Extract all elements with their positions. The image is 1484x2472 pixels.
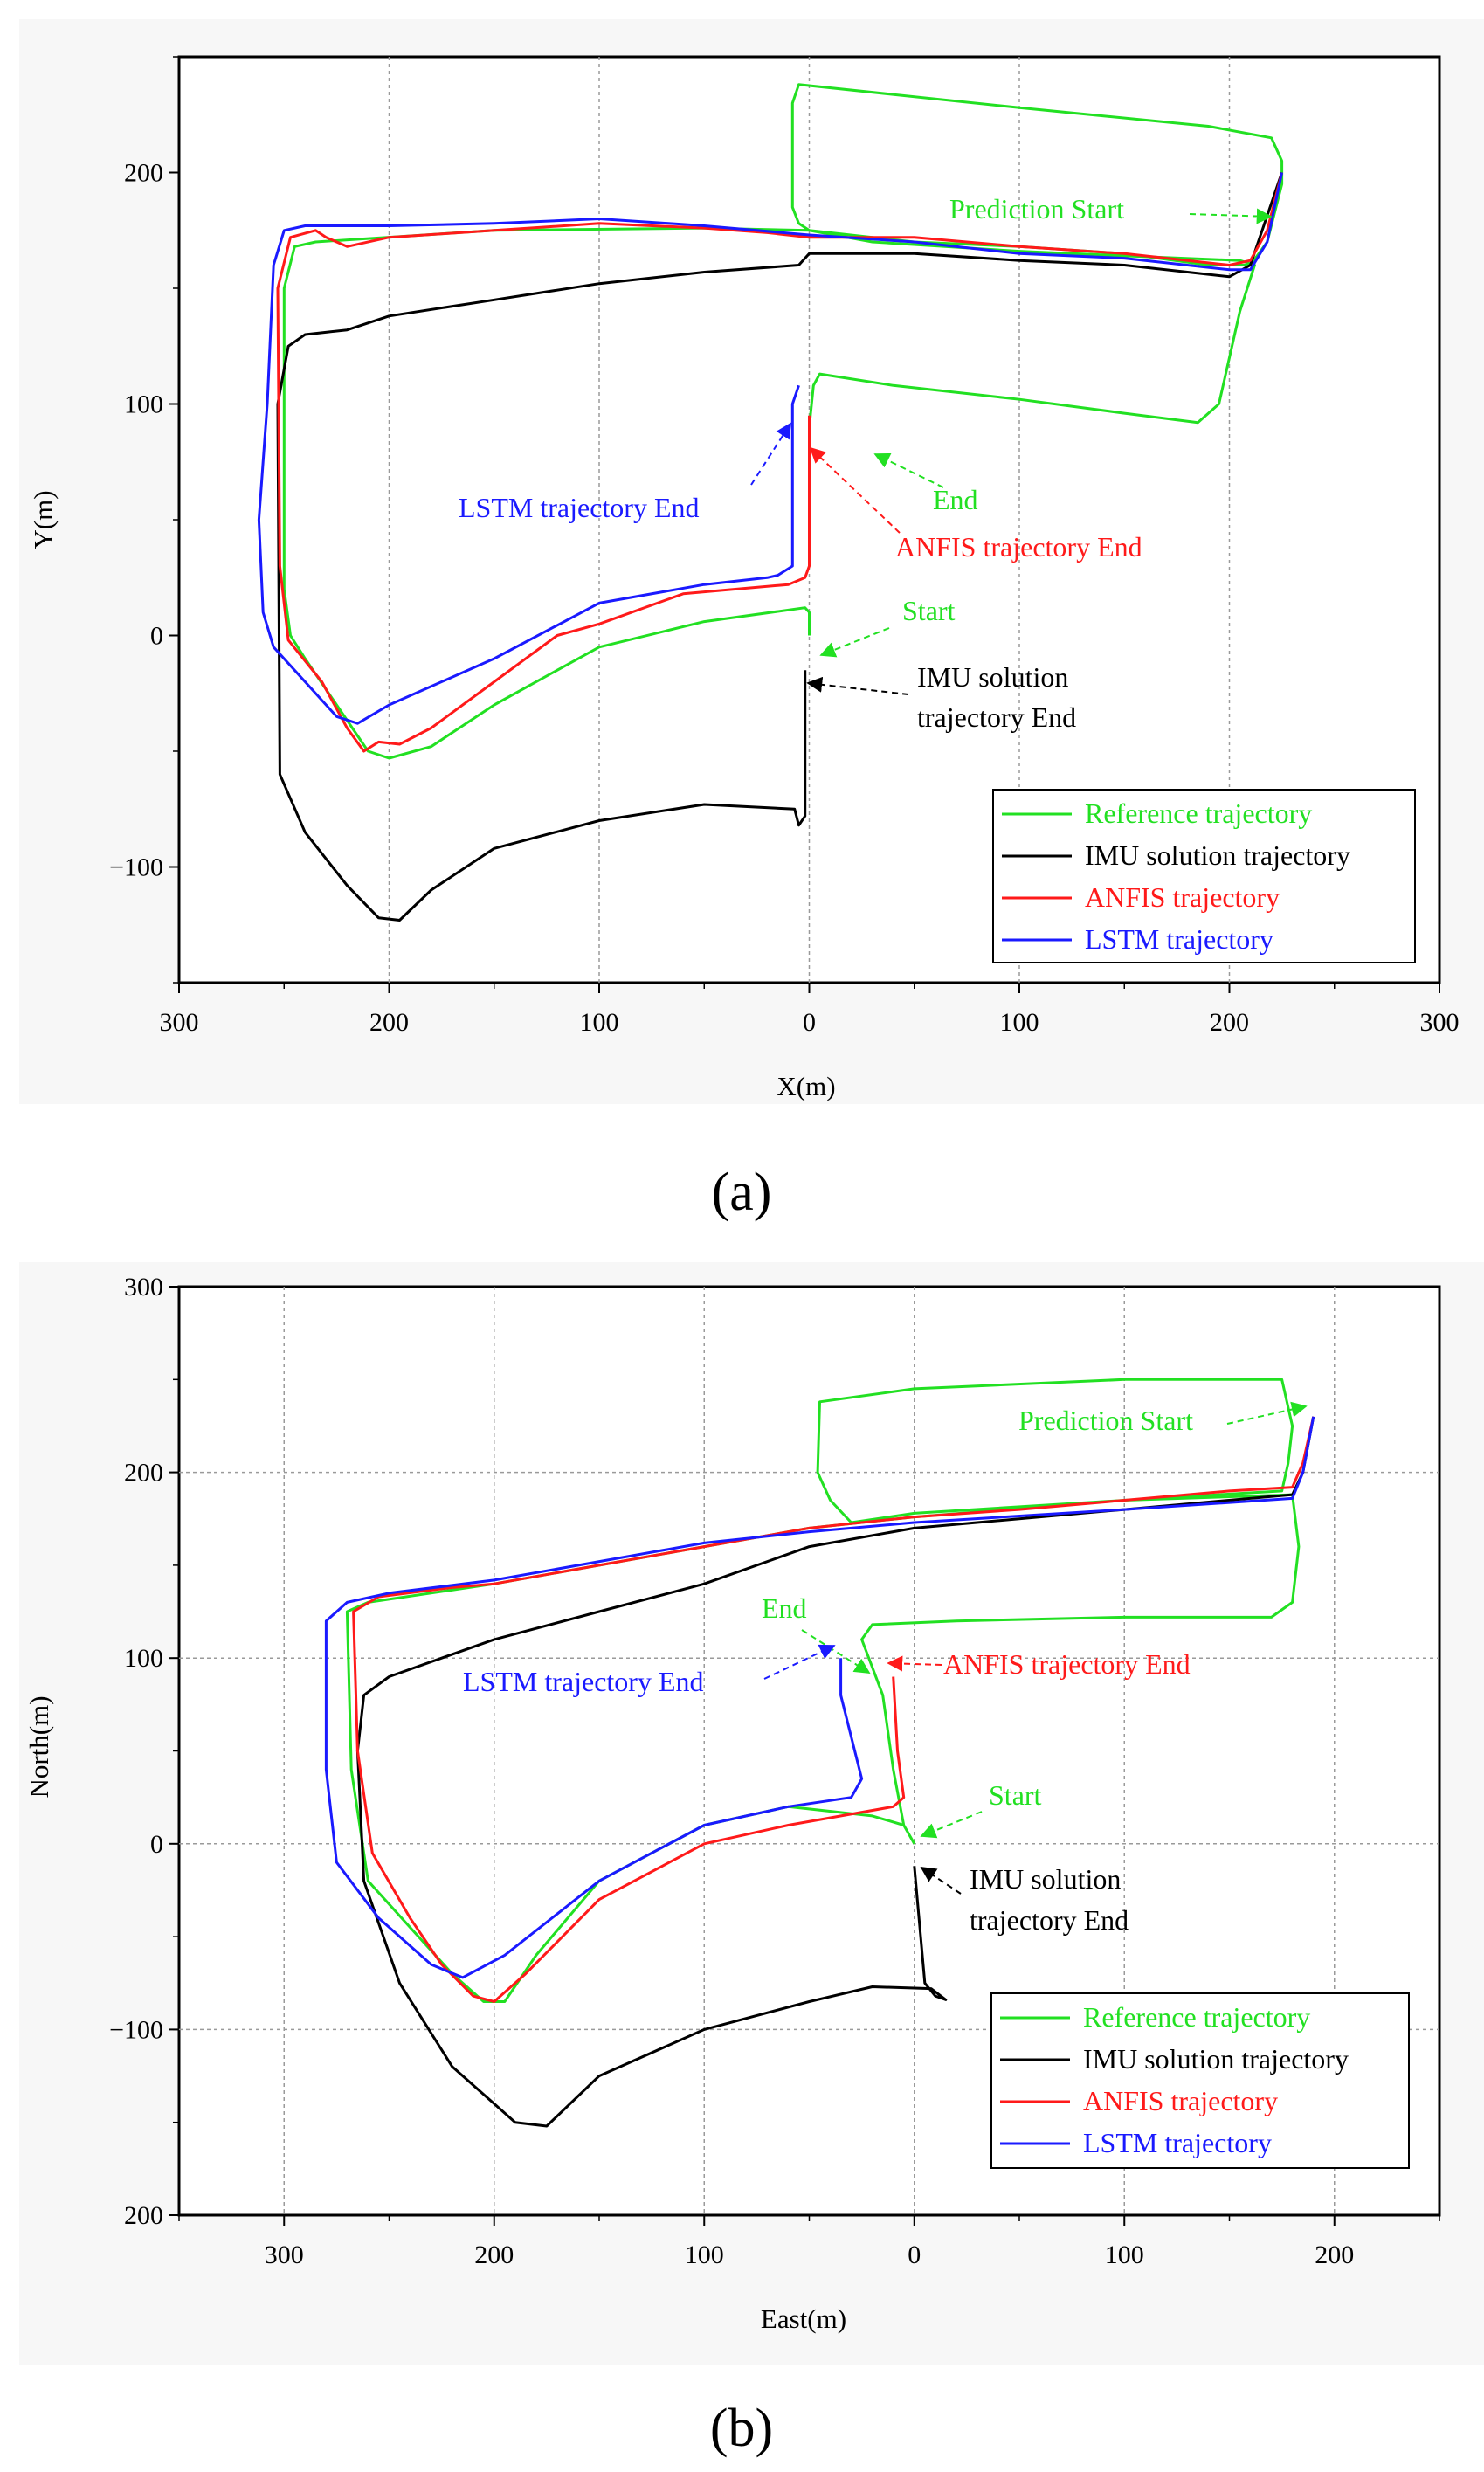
annotation-arrow	[1226, 1401, 1308, 1425]
annotation-label: Prediction Start	[949, 193, 1124, 224]
annotations: Prediction Start End Start ANFIS trajectory…	[463, 1401, 1308, 1936]
annotation-arrow	[763, 1644, 836, 1680]
series-line-anfis-trajectory	[276, 172, 1284, 753]
y-tick-label: 200	[124, 159, 163, 188]
legend-label: LSTM trajectory	[1083, 2127, 1272, 2158]
annotation-arrow	[873, 453, 944, 488]
annotation-label: Start	[902, 595, 956, 626]
annotation-label: IMU solution	[917, 661, 1068, 693]
x-axis-title: East(m)	[761, 2303, 846, 2334]
x-tick-label: 200	[369, 1008, 409, 1037]
y-tick-label: 300	[124, 1273, 163, 1302]
axis-ticks: 300 200 100 0 100 200 300 −100 0 100 200	[109, 56, 1460, 1037]
annotation-label: LSTM trajectory End	[459, 492, 699, 523]
legend-label: Reference trajectory	[1083, 2001, 1310, 2033]
series-line-imu-solution-trajectory	[276, 172, 1284, 922]
legend: Reference trajectory IMU solution traject…	[992, 789, 1416, 963]
annotations: Prediction Start End Start ANFIS trajectory…	[459, 193, 1273, 733]
legend-label: IMU solution trajectory	[1083, 2043, 1349, 2075]
annotation-label: trajectory End	[917, 701, 1076, 733]
annotation-label: Start	[989, 1779, 1042, 1811]
annotation-arrow	[920, 1811, 983, 1839]
chart-panel-a: 300 200 100 0 100 200 300 −100 0 100 200 Predictio…	[19, 19, 1484, 1222]
x-tick-label: 0	[908, 2241, 921, 2269]
legend-label: IMU solution trajectory	[1085, 839, 1350, 871]
annotation-arrow	[819, 627, 890, 658]
y-tick-label: 0	[150, 622, 163, 651]
annotation-label: ANFIS trajectory End	[895, 531, 1142, 563]
y-tick-label: 100	[124, 1644, 163, 1673]
x-tick-label: 300	[160, 1008, 199, 1037]
series-lines	[324, 1378, 1315, 2128]
x-tick-label: 100	[685, 2241, 724, 2269]
legend-label: LSTM trajectory	[1085, 923, 1273, 955]
annotation-label: Prediction Start	[1018, 1405, 1193, 1436]
annotation-label: LSTM trajectory End	[463, 1666, 703, 1697]
annotation-arrow	[806, 676, 909, 695]
series-line-anfis-trajectory	[352, 1416, 1315, 2003]
annotation-label: IMU solution	[970, 1863, 1121, 1895]
y-tick-label: 0	[150, 1830, 163, 1859]
annotation-label: trajectory End	[970, 1904, 1129, 1936]
x-tick-label: 100	[1000, 1008, 1039, 1037]
annotation-arrow	[1189, 208, 1273, 224]
legend-box	[990, 1992, 1410, 2169]
annotation-arrow	[887, 1655, 942, 1672]
y-tick-label: −100	[109, 853, 163, 882]
panel-label-b: (b)	[710, 2399, 773, 2458]
y-tick-label: −100	[109, 2015, 163, 2044]
x-tick-label: 0	[803, 1008, 816, 1037]
panel-label-a: (a)	[712, 1163, 772, 1222]
series-line-lstm-trajectory	[324, 1416, 1315, 1979]
annotation-arrow	[801, 1629, 871, 1674]
x-tick-label: 100	[1105, 2241, 1144, 2269]
series-line-lstm-trajectory	[257, 172, 1284, 725]
y-tick-label: 100	[124, 390, 163, 419]
x-tick-label: 200	[1210, 1008, 1249, 1037]
legend-box	[992, 789, 1416, 963]
legend-label: ANFIS trajectory	[1083, 2085, 1278, 2116]
y-tick-label: 200	[124, 2201, 163, 2230]
legend-label: Reference trajectory	[1085, 798, 1312, 829]
series-line-imu-solution-trajectory	[355, 1416, 1315, 2128]
legend: Reference trajectory IMU solution traject…	[990, 1992, 1410, 2169]
annotation-label: End	[762, 1592, 807, 1624]
x-tick-label: 300	[1420, 1008, 1460, 1037]
x-tick-label: 300	[265, 2241, 304, 2269]
x-axis-title: X(m)	[777, 1071, 835, 1101]
y-tick-label: 200	[124, 1459, 163, 1488]
annotation-label: ANFIS trajectory End	[943, 1648, 1191, 1680]
x-tick-label: 100	[580, 1008, 619, 1037]
axis-ticks: 300 200 100 0 100 200 200 −100 0 100 200 300	[109, 1273, 1440, 2269]
y-axis-title: Y(m)	[28, 490, 59, 549]
series-line-reference-trajectory	[345, 1378, 1301, 2003]
annotation-arrow	[920, 1867, 962, 1895]
series-lines	[257, 83, 1284, 922]
gridlines	[179, 1287, 1439, 2215]
chart-panel-b: 300 200 100 0 100 200 200 −100 0 100 200 300 Predic…	[19, 1262, 1484, 2458]
x-tick-label: 200	[474, 2241, 514, 2269]
legend-label: ANFIS trajectory	[1085, 881, 1280, 913]
annotation-label: End	[933, 484, 978, 515]
x-tick-label: 200	[1315, 2241, 1354, 2269]
y-axis-title: North(m)	[24, 1695, 54, 1798]
annotation-arrow	[750, 422, 791, 486]
